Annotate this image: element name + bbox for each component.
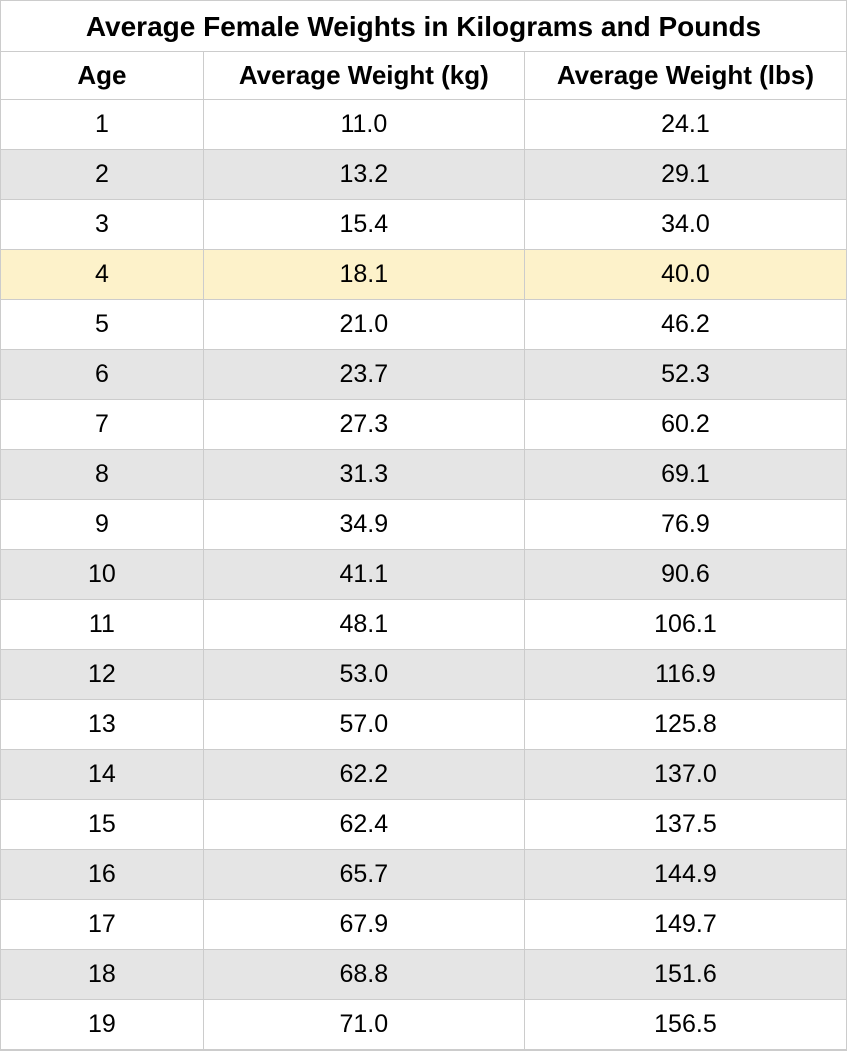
table-cell: 31.3 <box>204 450 525 499</box>
table-cell: 9 <box>1 500 204 549</box>
table-cell: 76.9 <box>525 500 846 549</box>
table-cell: 15 <box>1 800 204 849</box>
table-cell: 3 <box>1 200 204 249</box>
table-cell: 5 <box>1 300 204 349</box>
table-row: 1148.1106.1 <box>1 600 846 650</box>
table-cell: 16 <box>1 850 204 899</box>
table-cell: 1 <box>1 100 204 149</box>
table-row: 1665.7144.9 <box>1 850 846 900</box>
table-cell: 14 <box>1 750 204 799</box>
table-cell: 106.1 <box>525 600 846 649</box>
table-cell: 62.2 <box>204 750 525 799</box>
table-cell: 13 <box>1 700 204 749</box>
table-cell: 125.8 <box>525 700 846 749</box>
table-cell: 29.1 <box>525 150 846 199</box>
table-row: 1767.9149.7 <box>1 900 846 950</box>
table-cell: 151.6 <box>525 950 846 999</box>
table-row: 1562.4137.5 <box>1 800 846 850</box>
table-row: 521.046.2 <box>1 300 846 350</box>
table-row: 315.434.0 <box>1 200 846 250</box>
table-cell: 71.0 <box>204 1000 525 1049</box>
table-cell: 60.2 <box>525 400 846 449</box>
table-title: Average Female Weights in Kilograms and … <box>1 1 846 52</box>
table-cell: 46.2 <box>525 300 846 349</box>
table-cell: 21.0 <box>204 300 525 349</box>
table-header-row: Age Average Weight (kg) Average Weight (… <box>1 52 846 100</box>
table-cell: 90.6 <box>525 550 846 599</box>
header-lbs: Average Weight (lbs) <box>525 52 846 99</box>
table-cell: 137.5 <box>525 800 846 849</box>
table-row: 1971.0156.5 <box>1 1000 846 1050</box>
table-cell: 6 <box>1 350 204 399</box>
table-cell: 17 <box>1 900 204 949</box>
table-cell: 12 <box>1 650 204 699</box>
table-row: 1462.2137.0 <box>1 750 846 800</box>
table-cell: 8 <box>1 450 204 499</box>
table-cell: 13.2 <box>204 150 525 199</box>
table-cell: 10 <box>1 550 204 599</box>
table-cell: 23.7 <box>204 350 525 399</box>
table-cell: 62.4 <box>204 800 525 849</box>
table-row: 111.024.1 <box>1 100 846 150</box>
table-cell: 15.4 <box>204 200 525 249</box>
table-row: 418.140.0 <box>1 250 846 300</box>
table-cell: 24.1 <box>525 100 846 149</box>
table-row: 623.752.3 <box>1 350 846 400</box>
table-cell: 27.3 <box>204 400 525 449</box>
table-cell: 40.0 <box>525 250 846 299</box>
table-cell: 67.9 <box>204 900 525 949</box>
table-cell: 69.1 <box>525 450 846 499</box>
table-row: 727.360.2 <box>1 400 846 450</box>
table-cell: 4 <box>1 250 204 299</box>
table-cell: 2 <box>1 150 204 199</box>
table-cell: 137.0 <box>525 750 846 799</box>
header-age: Age <box>1 52 204 99</box>
table-row: 934.976.9 <box>1 500 846 550</box>
table-cell: 48.1 <box>204 600 525 649</box>
table-cell: 156.5 <box>525 1000 846 1049</box>
table-row: 1253.0116.9 <box>1 650 846 700</box>
table-cell: 149.7 <box>525 900 846 949</box>
table-row: 831.369.1 <box>1 450 846 500</box>
table-cell: 116.9 <box>525 650 846 699</box>
table-cell: 57.0 <box>204 700 525 749</box>
table-cell: 144.9 <box>525 850 846 899</box>
table-row: 1041.190.6 <box>1 550 846 600</box>
table-cell: 65.7 <box>204 850 525 899</box>
table-row: 1357.0125.8 <box>1 700 846 750</box>
table-cell: 18 <box>1 950 204 999</box>
weights-table: Average Female Weights in Kilograms and … <box>0 0 847 1051</box>
table-cell: 11.0 <box>204 100 525 149</box>
table-cell: 68.8 <box>204 950 525 999</box>
table-row: 213.229.1 <box>1 150 846 200</box>
table-row: 1868.8151.6 <box>1 950 846 1000</box>
table-cell: 34.0 <box>525 200 846 249</box>
header-kg: Average Weight (kg) <box>204 52 525 99</box>
table-body: 111.024.1213.229.1315.434.0418.140.0521.… <box>1 100 846 1050</box>
table-cell: 34.9 <box>204 500 525 549</box>
table-cell: 19 <box>1 1000 204 1049</box>
table-cell: 41.1 <box>204 550 525 599</box>
table-cell: 7 <box>1 400 204 449</box>
table-cell: 11 <box>1 600 204 649</box>
table-cell: 18.1 <box>204 250 525 299</box>
table-cell: 52.3 <box>525 350 846 399</box>
table-cell: 53.0 <box>204 650 525 699</box>
